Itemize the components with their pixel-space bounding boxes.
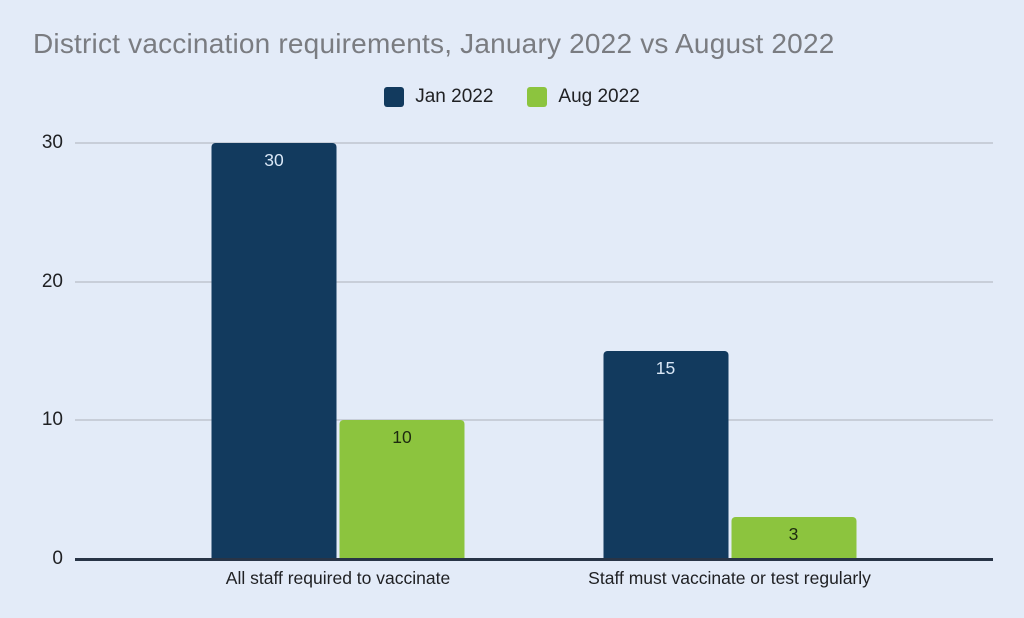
bar-jan-2022-all-staff: 30: [211, 143, 337, 559]
x-label-all-staff: All staff required to vaccinate: [225, 568, 451, 588]
gridline-30: [75, 142, 993, 144]
x-axis-baseline: [75, 558, 993, 561]
y-tick-30: 30: [41, 132, 63, 153]
legend-item-aug-2022: Aug 2022: [527, 86, 640, 108]
gridline-10: [75, 419, 993, 422]
legend-label-jan-2022: Jan 2022: [415, 86, 494, 107]
legend-label-aug-2022: Aug 2022: [558, 86, 640, 107]
legend: Jan 2022 Aug 2022: [0, 86, 1024, 108]
legend-swatch-jan-2022: [384, 87, 405, 107]
bar-aug-2022-all-staff: 10: [339, 420, 465, 559]
gridline-20: [75, 280, 993, 283]
bar-aug-2022-vaccinate-or-test: 3: [731, 517, 857, 559]
y-tick-10: 10: [41, 409, 63, 431]
bar-value-label: 30: [264, 150, 284, 170]
legend-swatch-aug-2022: [527, 87, 548, 107]
bar-value-label: 10: [392, 427, 412, 448]
y-tick-0: 0: [52, 548, 63, 569]
legend-item-jan-2022: Jan 2022: [384, 86, 493, 108]
plot-area: 0 10 20 30 30 10 15 3: [42, 132, 993, 569]
y-tick-20: 20: [41, 270, 63, 292]
bar-value-label: 3: [788, 524, 799, 545]
chart-title: District vaccination requirements, Janua…: [33, 28, 835, 59]
bar-jan-2022-vaccinate-or-test: 15: [603, 351, 729, 559]
bar-group-all-staff: 30 10: [211, 143, 465, 559]
bar-value-label: 15: [655, 358, 676, 378]
bar-group-vaccinate-or-test: 15 3: [603, 143, 857, 559]
x-axis-labels: All staff required to vaccinate Staff mu…: [75, 568, 993, 594]
x-label-vaccinate-or-test: Staff must vaccinate or test regularly: [588, 568, 871, 588]
